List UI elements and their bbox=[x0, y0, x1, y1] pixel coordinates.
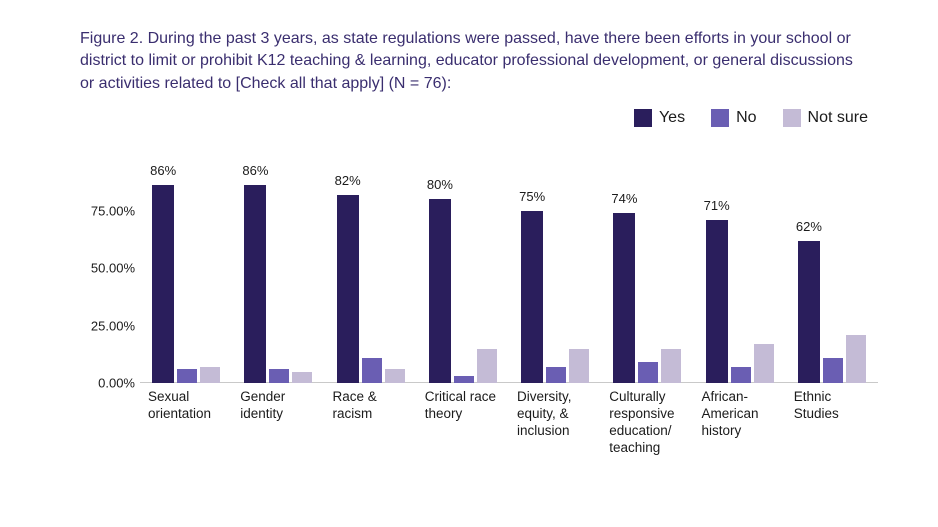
bar-not_sure bbox=[385, 369, 405, 383]
legend-label-no: No bbox=[736, 109, 756, 127]
x-axis-labels: Sexual orientationGender identityRace & … bbox=[140, 383, 878, 453]
x-axis-label: Gender identity bbox=[232, 383, 324, 453]
x-axis-label: African-American history bbox=[694, 383, 786, 453]
bar-groups: 86% 86% 82% 80% 75% 74% 71% 62% bbox=[140, 153, 878, 383]
bar-not_sure bbox=[292, 372, 312, 384]
bar-no bbox=[362, 358, 382, 383]
bar-not_sure bbox=[477, 349, 497, 384]
bar-not_sure bbox=[200, 367, 220, 383]
bar-group: 86% bbox=[232, 153, 324, 383]
chart-area: 0.00% 25.00% 50.00% 75.00% 86% 86% 82% 80% 75% 7… bbox=[80, 133, 878, 453]
bar-value-label: 71% bbox=[687, 198, 747, 213]
bar-not_sure bbox=[661, 349, 681, 384]
legend-item-yes: Yes bbox=[634, 109, 685, 127]
bar-group: 74% bbox=[601, 153, 693, 383]
legend-item-notsure: Not sure bbox=[783, 109, 868, 127]
bar-value-label: 82% bbox=[318, 173, 378, 188]
bar-value-label: 86% bbox=[133, 163, 193, 178]
bar-value-label: 62% bbox=[779, 219, 839, 234]
x-axis-label: Critical race theory bbox=[417, 383, 509, 453]
x-axis-label: Culturally responsive education/ teachin… bbox=[601, 383, 693, 453]
legend-label-notsure: Not sure bbox=[808, 109, 868, 127]
bar-value-label: 86% bbox=[225, 163, 285, 178]
bar-group: 71% bbox=[694, 153, 786, 383]
bar-group: 62% bbox=[786, 153, 878, 383]
x-axis-label: Race & racism bbox=[325, 383, 417, 453]
y-tick-label: 0.00% bbox=[80, 376, 135, 391]
bar-value-label: 75% bbox=[502, 189, 562, 204]
bar-yes: 82% bbox=[337, 195, 359, 384]
bar-yes: 86% bbox=[152, 185, 174, 383]
bar-yes: 62% bbox=[798, 241, 820, 384]
bar-not_sure bbox=[754, 344, 774, 383]
legend-item-no: No bbox=[711, 109, 756, 127]
x-axis-label: Sexual orientation bbox=[140, 383, 232, 453]
bar-no bbox=[177, 369, 197, 383]
swatch-no bbox=[711, 109, 729, 127]
bar-group: 75% bbox=[509, 153, 601, 383]
bar-yes: 74% bbox=[613, 213, 635, 383]
bar-not_sure bbox=[569, 349, 589, 384]
x-axis-label: Ethnic Studies bbox=[786, 383, 878, 453]
bar-group: 82% bbox=[325, 153, 417, 383]
bar-yes: 86% bbox=[244, 185, 266, 383]
bar-yes: 80% bbox=[429, 199, 451, 383]
bar-value-label: 74% bbox=[594, 191, 654, 206]
bar-value-label: 80% bbox=[410, 177, 470, 192]
bar-no bbox=[269, 369, 289, 383]
y-tick-label: 50.00% bbox=[80, 261, 135, 276]
y-tick-label: 75.00% bbox=[80, 203, 135, 218]
swatch-yes bbox=[634, 109, 652, 127]
bar-no bbox=[731, 367, 751, 383]
bar-not_sure bbox=[846, 335, 866, 383]
bar-no bbox=[454, 376, 474, 383]
plot-area: 0.00%25.00%50.00%75.00% 86%86%82%80%75%7… bbox=[140, 153, 878, 383]
legend: Yes No Not sure bbox=[80, 109, 878, 127]
swatch-notsure bbox=[783, 109, 801, 127]
bar-no bbox=[823, 358, 843, 383]
bar-no bbox=[638, 362, 658, 383]
legend-label-yes: Yes bbox=[659, 109, 685, 127]
bar-yes: 71% bbox=[706, 220, 728, 383]
y-tick-label: 25.00% bbox=[80, 318, 135, 333]
bar-yes: 75% bbox=[521, 211, 543, 384]
bar-no bbox=[546, 367, 566, 383]
figure-title: Figure 2. During the past 3 years, as st… bbox=[80, 28, 860, 95]
bar-group: 80% bbox=[417, 153, 509, 383]
bar-group: 86% bbox=[140, 153, 232, 383]
x-axis-label: Diversity, equity, & inclusion bbox=[509, 383, 601, 453]
